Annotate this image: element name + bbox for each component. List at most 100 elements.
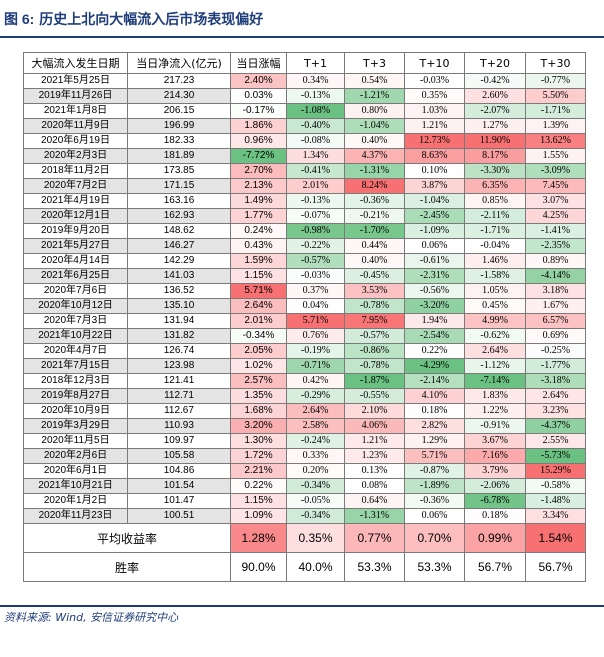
source-note: 资料来源: Wind, 安信证券研究中心 [4, 611, 179, 624]
cell-net-inflow: 171.15 [127, 178, 231, 194]
cell-date: 2021年5月27日 [23, 238, 128, 254]
cell-t30: -1.77% [525, 358, 586, 374]
cell-net-inflow: 163.16 [127, 193, 231, 209]
table-row: 2020年2月3日 181.89 -7.72% 1.34% 4.37% 8.63% 8.17… [23, 148, 586, 164]
cell-date: 2021年4月19日 [23, 193, 128, 209]
cell-date: 2021年10月22日 [23, 328, 128, 344]
table-row: 2021年10月22日 131.82 -0.34% 0.76% -0.57% -2.54%… [23, 328, 586, 344]
cell-date: 2020年2月3日 [23, 148, 128, 164]
cell-date: 2018年12月3日 [23, 373, 128, 389]
summary-t3: 53.3% [344, 552, 405, 582]
cell-t10: -0.87% [404, 463, 465, 479]
header-net-inflow: 当日净流入(亿元) [127, 52, 231, 74]
table-row: 2020年1月2日 101.47 1.15% -0.05% 0.64% -0.36% -6.… [23, 493, 586, 509]
cell-net-inflow: 121.41 [127, 373, 231, 389]
cell-day-change: 1.02% [230, 358, 287, 374]
cell-date: 2020年4月14日 [23, 253, 128, 269]
cell-date: 2020年7月2日 [23, 178, 128, 194]
cell-t3: -0.55% [344, 388, 405, 404]
cell-t3: 0.40% [344, 253, 405, 269]
cell-t1: 0.34% [286, 73, 345, 89]
cell-t10: 1.03% [404, 103, 465, 119]
cell-t30: 0.89% [525, 253, 586, 269]
cell-net-inflow: 101.47 [127, 493, 231, 509]
cell-net-inflow: 104.86 [127, 463, 231, 479]
table-row: 2020年4月7日 126.74 2.05% -0.19% -0.86% 0.22% 2.6… [23, 343, 586, 359]
cell-date: 2019年11月26日 [23, 88, 128, 104]
cell-t20: -7.14% [464, 373, 526, 389]
cell-t1: -0.08% [286, 133, 345, 149]
cell-date: 2019年8月27日 [23, 388, 128, 404]
summary-row-winrate: 胜率 90.0% 40.0% 53.3% 53.3% 56.7% 56.7% [23, 552, 586, 582]
cell-net-inflow: 162.93 [127, 208, 231, 224]
table-row: 2020年2月6日 105.58 1.72% 0.33% 1.23% 5.71% 7.16%… [23, 448, 586, 464]
table-row: 2021年7月15日 123.98 1.02% -0.71% -0.78% -4.29% -… [23, 358, 586, 374]
cell-t10: -2.54% [404, 328, 465, 344]
cell-t3: -1.31% [344, 163, 405, 179]
cell-day-change: 2.40% [230, 73, 287, 89]
cell-t10: -2.45% [404, 208, 465, 224]
cell-date: 2020年2月6日 [23, 448, 128, 464]
cell-net-inflow: 135.10 [127, 298, 231, 314]
cell-t10: 1.94% [404, 313, 465, 329]
table-body: 2021年5月25日 217.23 2.40% 0.34% 0.54% -0.03% -0.… [23, 73, 586, 524]
cell-t3: -0.78% [344, 358, 405, 374]
cell-t1: 0.20% [286, 463, 345, 479]
cell-t30: -3.09% [525, 163, 586, 179]
table-row: 2020年11月23日 100.51 1.09% -0.34% -1.31% 0.06% 0… [23, 508, 586, 524]
cell-day-change: 1.77% [230, 208, 287, 224]
cell-net-inflow: 196.99 [127, 118, 231, 134]
cell-net-inflow: 112.67 [127, 403, 231, 419]
cell-date: 2020年11月9日 [23, 118, 128, 134]
cell-t30: 3.23% [525, 403, 586, 419]
cell-t1: 0.37% [286, 283, 345, 299]
cell-date: 2021年1月8日 [23, 103, 128, 119]
cell-day-change: 1.72% [230, 448, 287, 464]
cell-date: 2021年7月15日 [23, 358, 128, 374]
cell-t10: 4.10% [404, 388, 465, 404]
cell-t20: 0.45% [464, 298, 526, 314]
cell-net-inflow: 173.85 [127, 163, 231, 179]
cell-t20: -0.42% [464, 73, 526, 89]
cell-day-change: 0.43% [230, 238, 287, 254]
cell-net-inflow: 126.74 [127, 343, 231, 359]
cell-t20: -1.58% [464, 268, 526, 284]
cell-day-change: 2.05% [230, 343, 287, 359]
cell-t30: 3.34% [525, 508, 586, 524]
cell-t30: 15.29% [525, 463, 586, 479]
cell-t10: 0.35% [404, 88, 465, 104]
cell-t1: -0.03% [286, 268, 345, 284]
cell-t3: 8.24% [344, 178, 405, 194]
header-row: 大幅流入发生日期 当日净流入(亿元) 当日涨幅 T+1 T+3 T+10 T+2… [23, 52, 586, 74]
cell-date: 2019年9月20日 [23, 223, 128, 239]
cell-date: 2020年6月1日 [23, 463, 128, 479]
cell-t1: -0.40% [286, 118, 345, 134]
table-row: 2019年8月27日 112.71 1.35% -0.29% -0.55% 4.10% 1.… [23, 388, 586, 404]
cell-t3: 1.23% [344, 448, 405, 464]
cell-t30: 3.18% [525, 283, 586, 299]
cell-t1: -0.13% [286, 193, 345, 209]
header-t20: T+20 [464, 52, 526, 74]
cell-t10: -2.31% [404, 268, 465, 284]
cell-day-change: 0.03% [230, 88, 287, 104]
cell-date: 2020年7月3日 [23, 313, 128, 329]
cell-t30: 1.39% [525, 118, 586, 134]
table-row: 2020年11月5日 109.97 1.30% -0.24% 1.21% 1.29% 3.6… [23, 433, 586, 449]
figure-title-text: 历史上北向大幅流入后市场表现偏好 [39, 12, 264, 28]
cell-t20: 1.83% [464, 388, 526, 404]
cell-t10: -0.03% [404, 73, 465, 89]
cell-t30: -1.48% [525, 493, 586, 509]
cell-t3: -0.45% [344, 268, 405, 284]
cell-t20: 2.60% [464, 88, 526, 104]
cell-t20: 8.17% [464, 148, 526, 164]
summary-t10: 53.3% [404, 552, 465, 582]
cell-date: 2021年10月21日 [23, 478, 128, 494]
cell-t20: -0.62% [464, 328, 526, 344]
cell-t10: -3.20% [404, 298, 465, 314]
cell-t10: -1.04% [404, 193, 465, 209]
cell-t1: -1.08% [286, 103, 345, 119]
table-row: 2021年10月21日 101.54 0.22% -0.34% 0.08% -1.89% -… [23, 478, 586, 494]
cell-net-inflow: 142.29 [127, 253, 231, 269]
cell-day-change: 2.13% [230, 178, 287, 194]
cell-t20: 6.35% [464, 178, 526, 194]
